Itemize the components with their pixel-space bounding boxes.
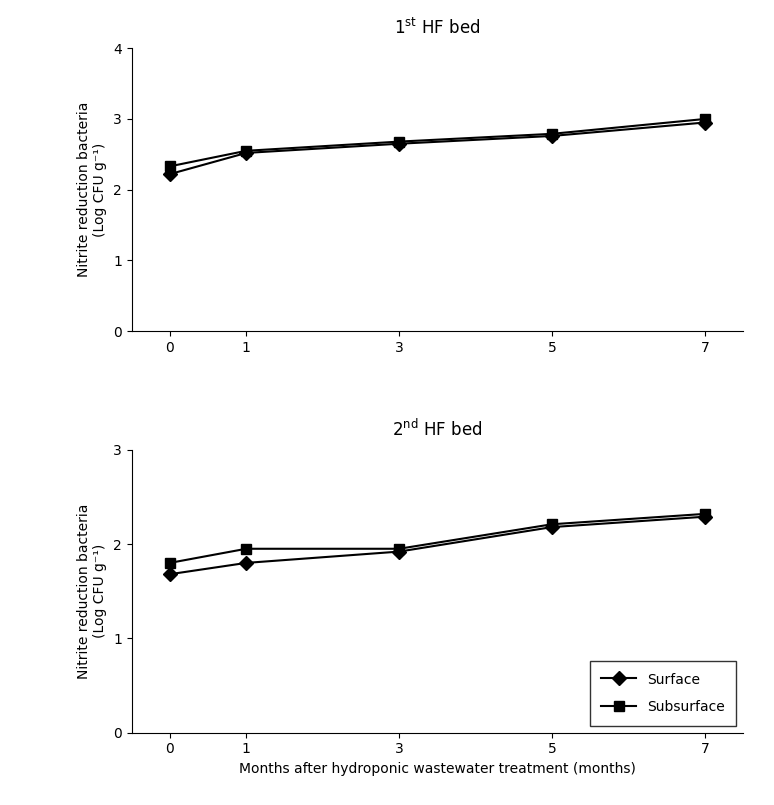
- X-axis label: Months after hydroponic wastewater treatment (months): Months after hydroponic wastewater treat…: [239, 762, 635, 776]
- Legend: Surface, Subsurface: Surface, Subsurface: [591, 661, 736, 725]
- Surface: [547, 522, 557, 532]
- Y-axis label: Nitrite reduction bacteria
(Log CFU g⁻¹): Nitrite reduction bacteria (Log CFU g⁻¹): [77, 503, 108, 679]
- Subsurface: [547, 519, 557, 529]
- Subsurface: [165, 558, 174, 568]
- Subsurface: [241, 544, 251, 554]
- Title: $\mathrm{2}^{\mathrm{nd}}$ HF bed: $\mathrm{2}^{\mathrm{nd}}$ HF bed: [392, 419, 482, 440]
- Subsurface: [395, 544, 404, 554]
- Line: Surface: Surface: [165, 512, 710, 579]
- Surface: [700, 512, 710, 522]
- Surface: [165, 569, 174, 579]
- Surface: [395, 547, 404, 556]
- Title: $\mathrm{1}^{\mathrm{st}}$ HF bed: $\mathrm{1}^{\mathrm{st}}$ HF bed: [394, 19, 481, 39]
- Subsurface: [700, 509, 710, 518]
- Line: Subsurface: Subsurface: [165, 509, 710, 568]
- Surface: [241, 558, 251, 568]
- Y-axis label: Nitrite reduction bacteria
(Log CFU g⁻¹): Nitrite reduction bacteria (Log CFU g⁻¹): [77, 102, 108, 278]
